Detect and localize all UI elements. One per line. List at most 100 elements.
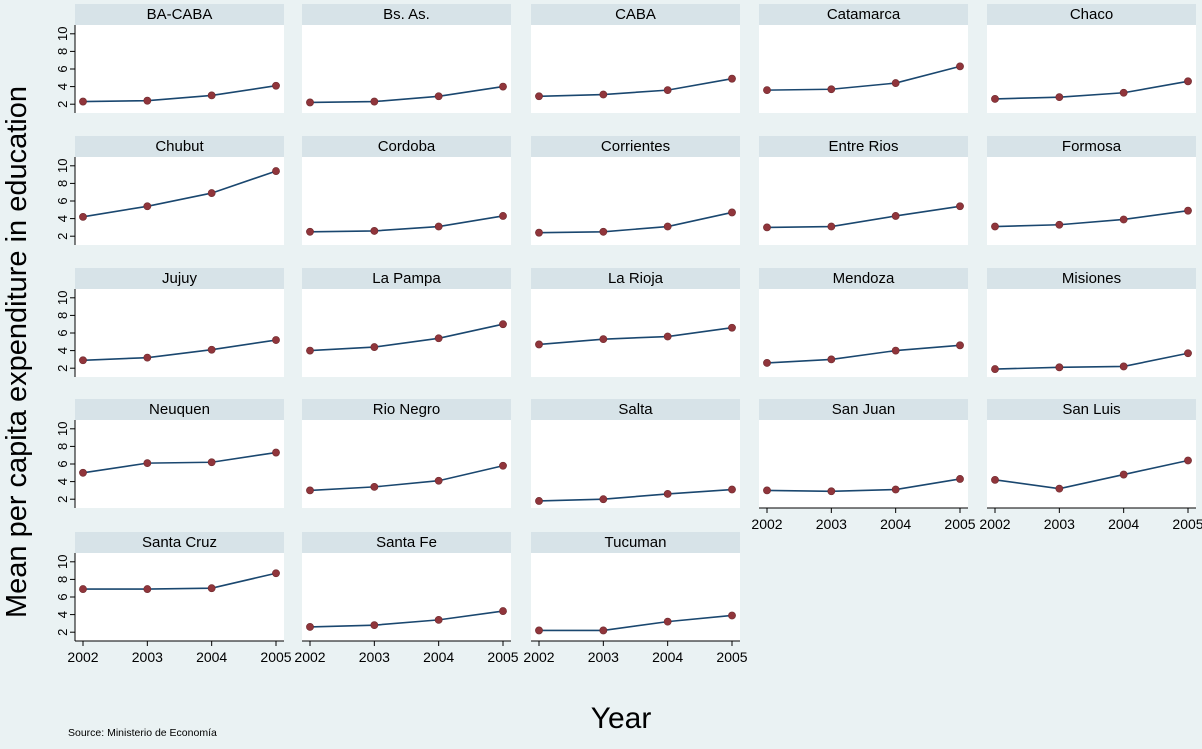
y-tick-label: 8 bbox=[55, 443, 70, 450]
data-point bbox=[991, 365, 999, 373]
data-point bbox=[535, 497, 543, 505]
panel-header bbox=[75, 4, 284, 25]
y-tick-label: 8 bbox=[55, 48, 70, 55]
data-point bbox=[599, 90, 608, 99]
x-tick-label: 2004 bbox=[423, 649, 454, 665]
data-point bbox=[143, 585, 152, 593]
data-point bbox=[535, 340, 543, 349]
data-point bbox=[827, 222, 836, 231]
panel-title: San Juan bbox=[832, 401, 895, 418]
data-point bbox=[827, 85, 836, 94]
series-line bbox=[766, 205, 961, 229]
series-line bbox=[766, 478, 961, 493]
x-tick-label: 2004 bbox=[880, 516, 911, 532]
data-point bbox=[1119, 470, 1128, 479]
panel-title: Cordoba bbox=[378, 138, 436, 155]
data-point bbox=[499, 82, 507, 91]
series-line bbox=[309, 85, 504, 104]
data-point bbox=[499, 461, 507, 470]
data-point bbox=[728, 74, 736, 83]
panel-header bbox=[987, 136, 1196, 157]
y-tick-label: 6 bbox=[55, 197, 70, 204]
plot-area bbox=[987, 157, 1196, 245]
panel-san-juan: San Juan 2002 2003 2004 2005 bbox=[751, 399, 976, 532]
plot-area bbox=[531, 157, 740, 245]
x-tick-label: 2005 bbox=[487, 649, 518, 665]
data-point bbox=[956, 202, 964, 211]
data-point bbox=[663, 86, 672, 95]
y-tick-label: 6 bbox=[55, 593, 70, 600]
data-point bbox=[763, 223, 771, 232]
panel-header bbox=[531, 399, 740, 420]
y-tick-label: 2 bbox=[55, 101, 70, 108]
panel-neuquen: Neuquen 2 4 6 8 10 bbox=[55, 399, 284, 508]
data-point bbox=[272, 336, 280, 344]
data-point bbox=[207, 584, 216, 593]
data-point bbox=[143, 353, 152, 362]
series-line bbox=[82, 451, 277, 474]
plot-area bbox=[531, 553, 740, 641]
x-tick-label: 2005 bbox=[944, 516, 975, 532]
x-tick-label: 2003 bbox=[132, 649, 163, 665]
data-point bbox=[991, 475, 999, 484]
panel-chaco: Chaco bbox=[987, 4, 1196, 113]
data-point bbox=[599, 335, 608, 344]
panel-header bbox=[75, 268, 284, 289]
y-tick-label: 6 bbox=[55, 329, 70, 336]
plot-area bbox=[987, 289, 1196, 377]
series-line bbox=[766, 65, 961, 91]
y-tick-label: 8 bbox=[55, 180, 70, 187]
panel-tucuman: Tucuman 2002 2003 2004 2005 bbox=[523, 532, 748, 665]
data-point bbox=[143, 459, 152, 468]
data-point bbox=[956, 475, 964, 483]
panel-title: Entre Rios bbox=[828, 138, 898, 155]
data-point bbox=[535, 92, 543, 101]
data-point bbox=[663, 490, 672, 498]
y-tick-label: 8 bbox=[55, 312, 70, 319]
data-point bbox=[1184, 77, 1192, 86]
data-point bbox=[306, 98, 314, 107]
y-tick-label: 2 bbox=[55, 629, 70, 636]
x-tick-label: 2002 bbox=[523, 649, 554, 665]
y-tick-label: 10 bbox=[55, 27, 70, 41]
series-line bbox=[766, 344, 961, 364]
data-point bbox=[728, 208, 736, 217]
data-point bbox=[306, 227, 314, 236]
plot-area bbox=[759, 157, 968, 245]
series-line bbox=[82, 170, 277, 218]
panel-catamarca: Catamarca bbox=[759, 4, 968, 113]
panel-title: La Pampa bbox=[372, 270, 441, 287]
data-point bbox=[207, 91, 216, 100]
y-tick-label: 10 bbox=[55, 422, 70, 436]
data-point bbox=[499, 212, 507, 220]
panel-title: Chubut bbox=[155, 138, 204, 155]
data-point bbox=[272, 81, 280, 90]
series-line bbox=[82, 339, 277, 362]
data-point bbox=[663, 617, 672, 626]
plot-area bbox=[531, 420, 740, 508]
x-tick-label: 2002 bbox=[979, 516, 1010, 532]
panel-title: Santa Fe bbox=[376, 534, 437, 551]
data-point bbox=[1055, 220, 1064, 229]
data-point bbox=[434, 334, 443, 343]
panel-la-pampa: La Pampa bbox=[302, 268, 511, 377]
panel-jujuy: Jujuy 2 4 6 8 10 bbox=[55, 268, 284, 377]
series-line bbox=[538, 488, 733, 502]
panel-mendoza: Mendoza bbox=[759, 268, 968, 377]
series-line bbox=[309, 464, 504, 492]
panel-ba-caba: BA-CABA 2 4 6 8 10 bbox=[55, 4, 284, 113]
panel-header bbox=[987, 399, 1196, 420]
panel-header bbox=[302, 268, 511, 289]
series-line bbox=[538, 211, 733, 234]
data-point bbox=[663, 222, 672, 231]
x-tick-label: 2004 bbox=[196, 649, 227, 665]
plot-area bbox=[302, 25, 511, 113]
data-point bbox=[763, 359, 771, 367]
data-point bbox=[370, 482, 379, 491]
panel-header bbox=[759, 268, 968, 289]
data-point bbox=[1119, 362, 1128, 371]
data-point bbox=[370, 621, 379, 630]
data-point bbox=[207, 345, 216, 354]
y-tick-label: 2 bbox=[55, 365, 70, 372]
